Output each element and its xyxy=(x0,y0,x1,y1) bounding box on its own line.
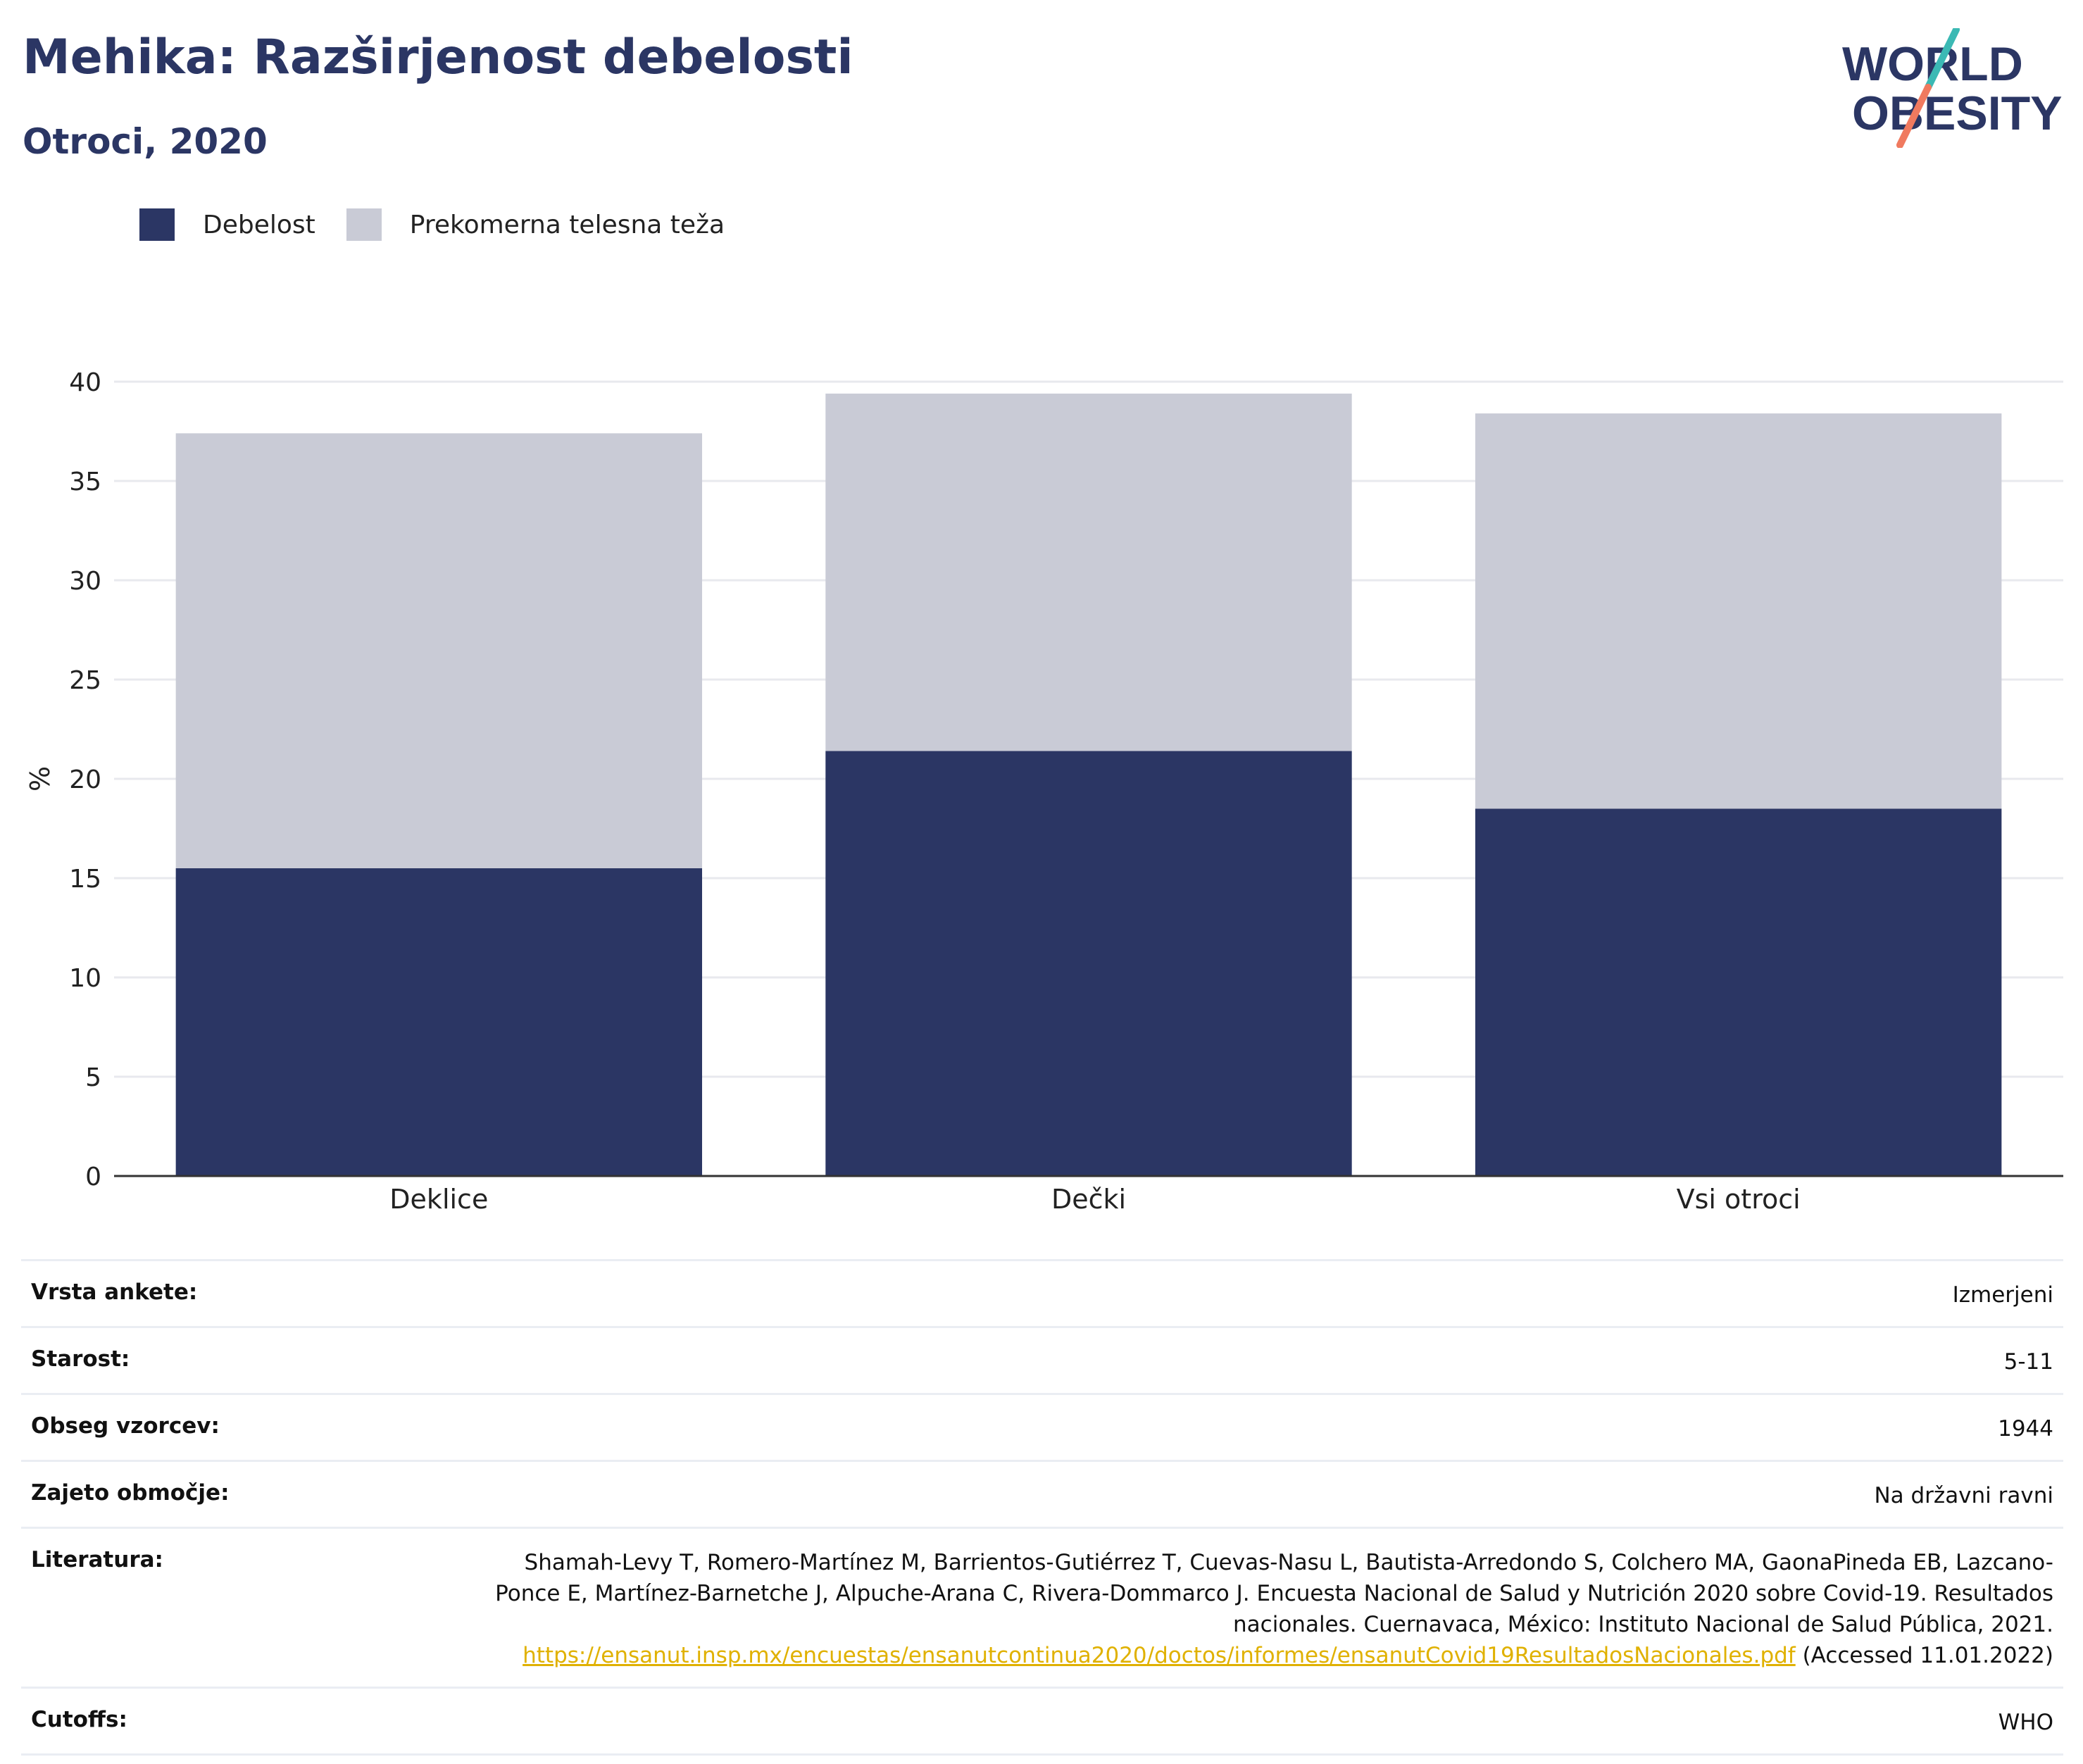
stacked-bar-chart: 0 5 10 15 20 25 30 35 40% Deklice Dečki Vsi otroci xyxy=(25,368,2063,1215)
bar-prekomerna-1 xyxy=(825,393,1352,751)
y-axis-label: % xyxy=(25,766,56,792)
meta-label: Obseg vzorcev: xyxy=(21,1393,463,1461)
meta-value-literature: Shamah-Levy T, Romero-Martínez M, Barrie… xyxy=(463,1527,2063,1688)
x-tick-label: Dečki xyxy=(1051,1184,1126,1215)
bar-debelost-1 xyxy=(825,751,1352,1176)
y-tick-label: 15 xyxy=(69,865,101,894)
page-subtitle: Otroci, 2020 xyxy=(23,121,268,162)
literature-accessed: (Accessed 11.01.2022) xyxy=(1802,1643,2053,1668)
legend-swatch-debelost xyxy=(139,208,175,241)
meta-row-cutoffs: Cutoffs: WHO xyxy=(21,1687,2063,1756)
bar-debelost-2 xyxy=(1475,808,2002,1176)
logo-slash-top xyxy=(1925,28,1960,91)
world-obesity-logo: WORLD OBESITY xyxy=(1842,28,2063,148)
legend-swatch-prekomerna xyxy=(346,208,382,241)
y-tick-label: 5 xyxy=(85,1063,101,1092)
meta-row-literature: Literatura: Shamah-Levy T, Romero-Martín… xyxy=(21,1527,2063,1688)
page-title: Mehika: Razširjenost debelosti xyxy=(23,30,853,85)
logo-slash-bottom xyxy=(1896,84,1932,148)
logo-line2: OBESITY xyxy=(1852,87,2063,140)
meta-row-area: Zajeto območje: Na državni ravni xyxy=(21,1460,2063,1528)
meta-value: 5-11 xyxy=(463,1326,2063,1394)
meta-row-age: Starost: 5-11 xyxy=(21,1326,2063,1394)
y-tick-label: 10 xyxy=(69,964,101,993)
y-tick-label: 20 xyxy=(69,765,101,794)
meta-label: Cutoffs: xyxy=(21,1687,463,1756)
literature-link[interactable]: https://ensanut.insp.mx/encuestas/ensanu… xyxy=(523,1643,1796,1668)
bar-prekomerna-2 xyxy=(1475,413,2002,809)
bar-debelost-0 xyxy=(175,868,703,1176)
legend-label-prekomerna: Prekomerna telesna teža xyxy=(409,210,725,239)
meta-label: Zajeto območje: xyxy=(21,1460,463,1528)
y-tick-label: 40 xyxy=(69,368,101,397)
bar-prekomerna-0 xyxy=(175,433,703,868)
legend-label-debelost: Debelost xyxy=(203,210,315,239)
y-tick-label: 0 xyxy=(85,1163,101,1191)
y-tick-label: 35 xyxy=(69,468,101,496)
meta-label: Vrsta ankete: xyxy=(21,1259,463,1327)
meta-value: 1944 xyxy=(463,1393,2063,1461)
meta-value: Izmerjeni xyxy=(463,1259,2063,1327)
legend-item-debelost[interactable]: Debelost xyxy=(139,208,315,241)
meta-row-sample-size: Obseg vzorcev: 1944 xyxy=(21,1393,2063,1461)
literature-text: Shamah-Levy T, Romero-Martínez M, Barrie… xyxy=(495,1550,2053,1637)
x-tick-label: Vsi otroci xyxy=(1677,1184,1801,1215)
legend-item-prekomerna[interactable]: Prekomerna telesna teža xyxy=(346,208,725,241)
metadata-table: Vrsta ankete: Izmerjeni Starost: 5-11 Ob… xyxy=(21,1259,2063,1756)
meta-label: Starost: xyxy=(21,1326,463,1394)
meta-value: Na državni ravni xyxy=(463,1460,2063,1528)
meta-label: Literatura: xyxy=(21,1527,463,1688)
meta-row-survey-type: Vrsta ankete: Izmerjeni xyxy=(21,1259,2063,1327)
chart-legend: Debelost Prekomerna telesna teža xyxy=(139,208,756,241)
y-tick-label: 25 xyxy=(69,666,101,695)
y-tick-label: 30 xyxy=(69,567,101,596)
meta-value: WHO xyxy=(463,1687,2063,1756)
x-tick-label: Deklice xyxy=(389,1184,488,1215)
